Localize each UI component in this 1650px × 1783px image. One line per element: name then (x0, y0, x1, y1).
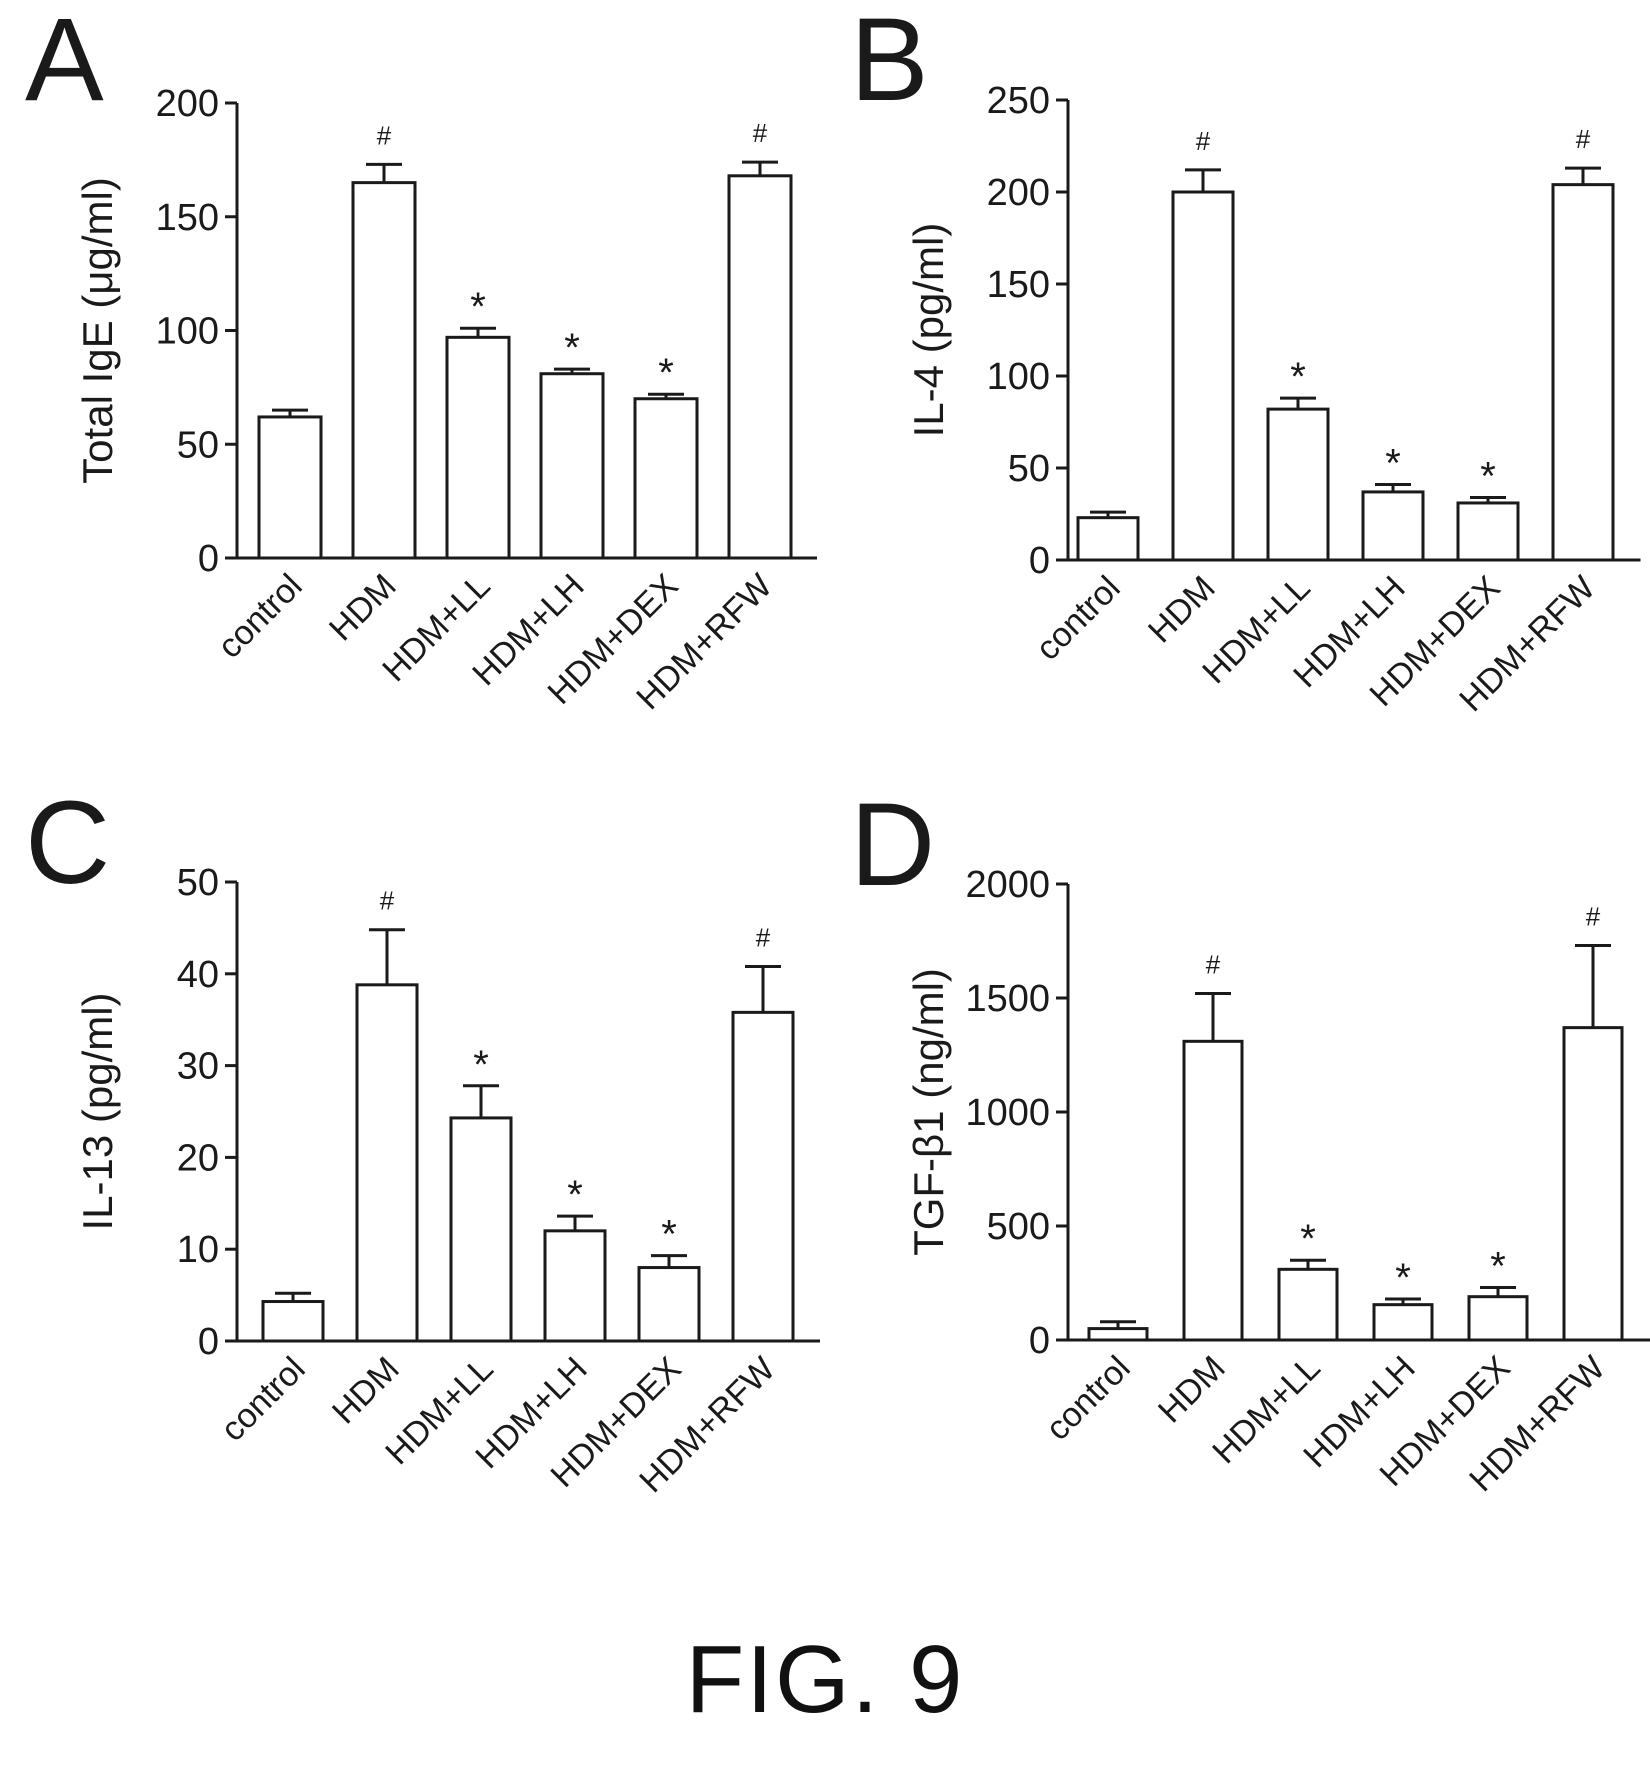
y-tick-label: 0 (198, 538, 219, 580)
y-tick-label: 20 (177, 1137, 219, 1179)
bar (543, 1229, 607, 1343)
bar (1562, 1026, 1624, 1342)
panel-letter: D (850, 779, 935, 911)
figure-caption: FIG. 9 (685, 1626, 965, 1733)
bar (261, 1300, 325, 1343)
significance-star: * (473, 1043, 489, 1087)
x-tick-label: HDM (325, 1350, 407, 1432)
bar (731, 1010, 795, 1343)
y-tick-label: 100 (156, 311, 219, 353)
bar (1467, 1295, 1529, 1342)
y-tick-label: 50 (1008, 448, 1050, 490)
y-axis-label: IL-13 (pg/ml) (74, 992, 121, 1230)
y-tick-label: 30 (177, 1046, 219, 1088)
y-tick-label: 50 (177, 424, 219, 466)
x-tick-label: HDM (322, 567, 404, 649)
bar (1182, 1039, 1244, 1342)
significance-star: * (470, 285, 486, 329)
panel-D: D 0 500 1000 1500 2000 TGF-β1 (ng/ml) control # H… (850, 779, 1650, 1499)
y-tick-label: 200 (156, 83, 219, 125)
y-tick-label: 150 (987, 264, 1050, 306)
bar (1277, 1267, 1339, 1342)
significance-star: * (1395, 1256, 1411, 1300)
bar (257, 415, 323, 560)
bar (1171, 190, 1235, 562)
y-axis-label: TGF-β1 (ng/ml) (905, 968, 952, 1256)
significance-star: * (661, 1213, 677, 1257)
bar (445, 335, 511, 560)
bar (633, 397, 699, 560)
significance-hash: # (1586, 902, 1601, 932)
significance-star: * (564, 326, 580, 370)
y-tick-label: 2000 (965, 864, 1050, 906)
x-tick-label: control (211, 567, 310, 666)
significance-hash: # (753, 118, 768, 148)
x-tick-label: HDM (1141, 569, 1223, 651)
x-tick-label: control (214, 1350, 313, 1449)
x-tick-label: HDM (1151, 1349, 1233, 1431)
y-tick-label: 0 (1029, 1320, 1050, 1362)
panel-letter: A (25, 0, 104, 126)
significance-star: * (658, 351, 674, 395)
panel-letter: B (850, 0, 929, 126)
bar (727, 174, 793, 560)
significance-hash: # (1196, 126, 1211, 156)
bar (355, 983, 419, 1343)
x-tick-label: control (1039, 1349, 1138, 1448)
bar (1076, 516, 1140, 562)
significance-hash: # (377, 120, 392, 150)
x-tick-label: control (1029, 569, 1128, 668)
significance-hash: # (756, 922, 771, 952)
bar (637, 1266, 701, 1343)
bar (1361, 490, 1425, 562)
panel-A: A 0 50 100 150 200 Total IgE (μg/ml) control # HD… (25, 0, 817, 717)
significance-hash: # (380, 886, 395, 916)
significance-star: * (1490, 1245, 1506, 1289)
bar (1087, 1327, 1149, 1342)
bar (1266, 407, 1330, 562)
y-tick-label: 1000 (965, 1092, 1050, 1134)
y-tick-label: 50 (177, 862, 219, 904)
y-tick-label: 0 (1029, 540, 1050, 582)
y-axis-label: IL-4 (pg/ml) (905, 223, 952, 438)
significance-star: * (1290, 355, 1306, 399)
y-tick-label: 150 (156, 197, 219, 239)
panel-letter: C (25, 777, 110, 909)
bar (539, 372, 605, 560)
y-tick-label: 200 (987, 172, 1050, 214)
significance-hash: # (1206, 949, 1221, 979)
bar (1551, 183, 1615, 562)
significance-star: * (1300, 1217, 1316, 1261)
y-tick-label: 1500 (965, 978, 1050, 1020)
y-tick-label: 250 (987, 80, 1050, 122)
y-tick-label: 10 (177, 1229, 219, 1271)
significance-star: * (1480, 454, 1496, 498)
panel-B: B 0 50 100 150 200 250 IL-4 (pg/ml) control # HDM *… (850, 0, 1641, 719)
y-tick-label: 100 (987, 356, 1050, 398)
bar (449, 1116, 513, 1343)
y-axis-label: Total IgE (μg/ml) (74, 177, 121, 484)
bar (1456, 501, 1520, 562)
significance-star: * (567, 1173, 583, 1217)
y-tick-label: 500 (987, 1206, 1050, 1248)
bar (1372, 1303, 1434, 1342)
significance-hash: # (1576, 124, 1591, 154)
significance-star: * (1385, 442, 1401, 486)
y-tick-label: 40 (177, 954, 219, 996)
y-tick-label: 0 (198, 1321, 219, 1363)
bar (351, 181, 417, 560)
